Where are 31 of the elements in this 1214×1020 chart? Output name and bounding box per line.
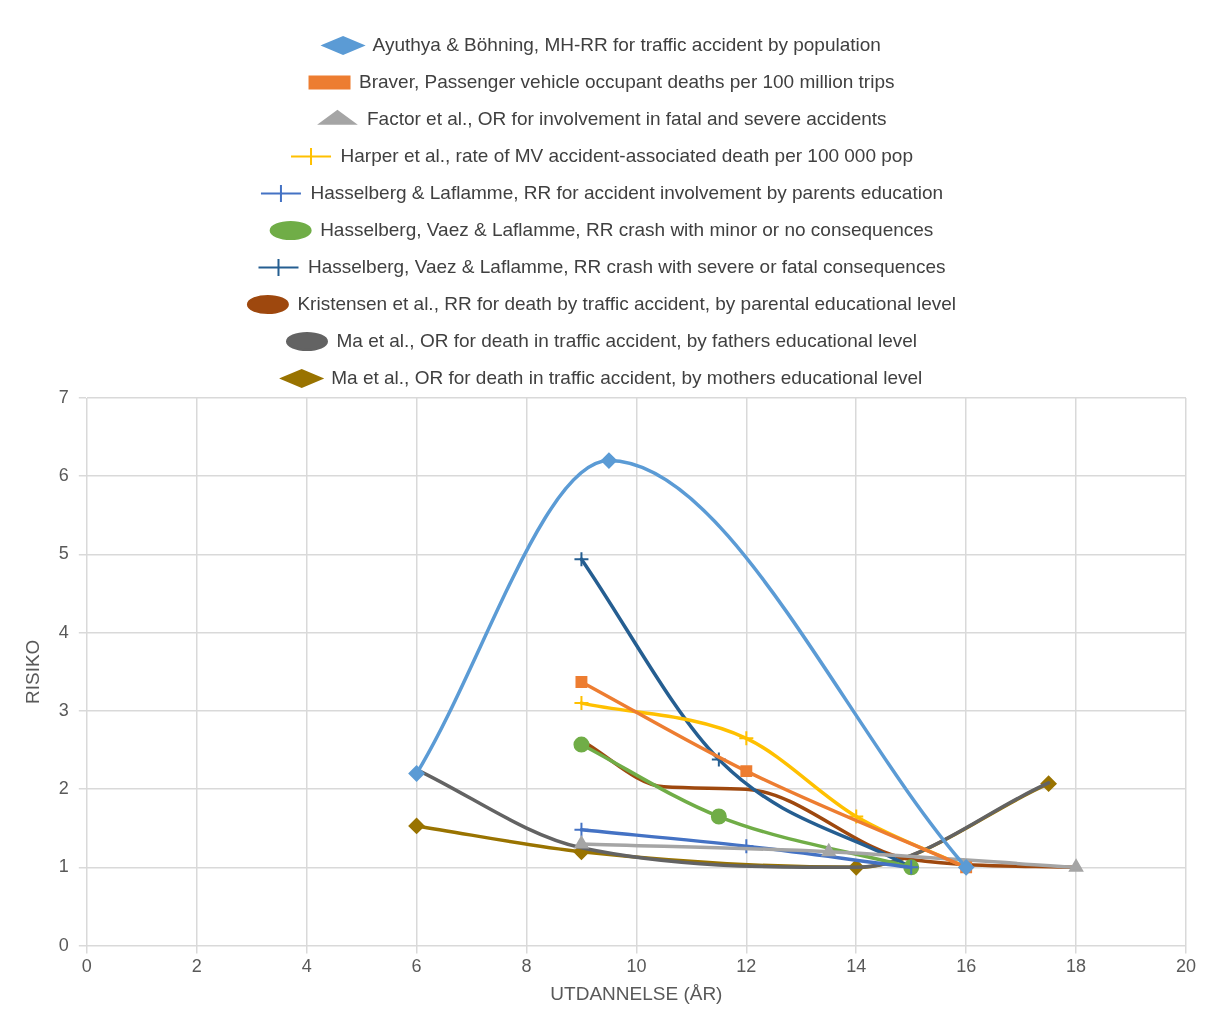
x-tick-label: 2 <box>191 956 202 977</box>
legend-label: Hasselberg, Vaez & Laflamme, RR crash with minor or no consequences <box>320 218 934 240</box>
x-tick-label: 0 <box>81 956 92 977</box>
x-tick-label: 4 <box>301 956 312 977</box>
y-tick-label: 2 <box>58 778 69 799</box>
x-tick-label: 18 <box>1066 956 1087 977</box>
legend-label: Factor et al., OR for involvement in fatal and severe accidents <box>366 107 887 129</box>
legend-label: Braver, Passenger vehicle occupant deaths per 100 million trips <box>359 70 895 92</box>
legend-label: Hasselberg, Vaez & Laflamme, RR crash with severe or fatal consequences <box>308 255 946 277</box>
y-tick-label: 5 <box>58 543 69 564</box>
x-tick-label: 12 <box>736 956 757 977</box>
x-tick-label: 16 <box>956 956 977 977</box>
y-tick-label: 6 <box>58 465 69 486</box>
x-tick-label: 8 <box>521 956 532 977</box>
x-tick-label: 14 <box>846 956 867 977</box>
x-tick-label: 10 <box>626 956 647 977</box>
x-tick-label: 20 <box>1175 956 1197 977</box>
legend-label: Ayuthya & Böhning, MH-RR for traffic accident by population <box>372 33 881 55</box>
legend-label: Harper et al., rate of MV accident-associated death per 100 000 pop <box>340 144 913 166</box>
legend-label: Ma et al., OR for death in traffic accident, by fathers educational level <box>336 329 918 351</box>
legend-label: Kristensen et al., RR for death by traffic accident, by parental educational level <box>297 292 957 314</box>
legend-label: Hasselberg & Laflamme, RR for accident involvement by parents education <box>310 181 944 203</box>
y-tick-label: 1 <box>58 856 69 877</box>
y-tick-label: 3 <box>58 699 69 720</box>
y-tick-label: 0 <box>58 934 69 955</box>
legend-label: Ma et al., OR for death in traffic accident, by mothers educational level <box>331 366 923 388</box>
y-tick-label: 7 <box>58 386 69 407</box>
y-tick-label: 4 <box>58 621 69 642</box>
x-tick-label: 6 <box>411 956 422 977</box>
x-axis-title: UTDANNELSE (ÅR) <box>550 982 723 1004</box>
y-axis-title: RISIKO <box>21 639 43 704</box>
